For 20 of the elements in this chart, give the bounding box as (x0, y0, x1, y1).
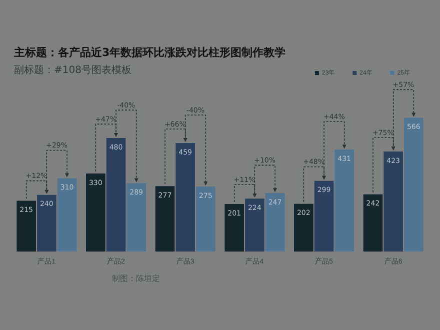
bar (363, 194, 383, 252)
bar (384, 152, 403, 252)
bar (86, 174, 106, 252)
bar (126, 183, 146, 252)
bar (196, 186, 216, 252)
bar (334, 150, 354, 252)
bar (314, 180, 334, 252)
chart-title: 主标题：各产品近3年数据环比涨跌对比柱形图制作教学 (14, 45, 286, 60)
bar (404, 118, 424, 252)
bar (57, 178, 77, 252)
chart-subtitle: 副标题：#108号图表模板 (14, 64, 132, 77)
bar (224, 204, 244, 252)
bar (294, 204, 314, 252)
bar (176, 143, 195, 252)
bar (245, 198, 264, 252)
bar (155, 186, 175, 252)
bar (16, 200, 36, 252)
bar (106, 138, 126, 252)
bar (265, 193, 285, 252)
bar (37, 194, 56, 252)
